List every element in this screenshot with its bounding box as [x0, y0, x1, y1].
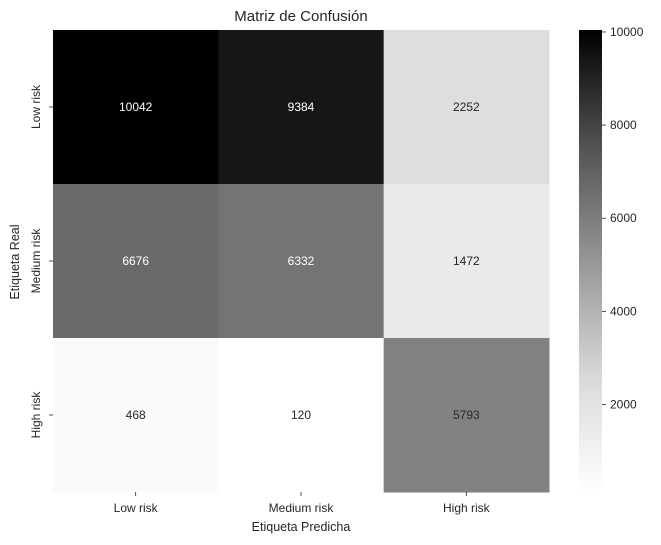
heatmap-cell [383, 184, 550, 339]
cell-value-label: 468 [126, 408, 146, 422]
cell-value-label: 10042 [119, 100, 153, 114]
x-tick-label: Low risk [114, 501, 159, 515]
colorbar-tick-label: 8000 [610, 118, 637, 132]
colorbar-tick-labels: 2000 4000 6000 8000 10000 [602, 25, 644, 411]
x-tick-labels: Low risk Medium risk High risk [114, 492, 491, 515]
y-tick-label: Medium risk [29, 228, 43, 294]
heatmap-cells: 10042 9384 2252 6676 6332 1472 468 120 5793 [53, 30, 550, 493]
cell-value-label: 5793 [453, 408, 480, 422]
colorbar-tick-label: 6000 [610, 211, 637, 225]
x-axis-label: Etiqueta Predicha [252, 520, 351, 534]
x-tick-label: High risk [443, 501, 491, 515]
cell-value-label: 6676 [122, 254, 149, 268]
heatmap-cell [218, 338, 385, 493]
heatmap-cell [218, 184, 385, 339]
cell-value-label: 6332 [288, 254, 315, 268]
cell-value-label: 9384 [288, 100, 315, 114]
heatmap-cell [218, 30, 385, 185]
colorbar-tick-label: 10000 [610, 25, 644, 39]
colorbar-tick-label: 2000 [610, 397, 637, 411]
y-tick-label: Low risk [29, 84, 43, 129]
y-tick-labels: Low risk Medium risk High risk [29, 84, 53, 438]
cell-value-label: 120 [291, 408, 311, 422]
x-tick-label: Medium risk [269, 501, 335, 515]
heatmap-cell [53, 30, 219, 185]
colorbar [579, 30, 602, 492]
heatmap-cell [383, 30, 550, 185]
heatmap-cell [383, 338, 550, 493]
heatmap-cell [53, 184, 219, 339]
chart-title: Matriz de Confusión [234, 8, 367, 25]
y-axis-label: Etiqueta Real [8, 224, 22, 299]
y-tick-label: High risk [29, 391, 43, 439]
cell-value-label: 2252 [453, 100, 480, 114]
cell-value-label: 1472 [453, 254, 480, 268]
heatmap-cell [53, 338, 219, 493]
colorbar-tick-label: 4000 [610, 304, 637, 318]
